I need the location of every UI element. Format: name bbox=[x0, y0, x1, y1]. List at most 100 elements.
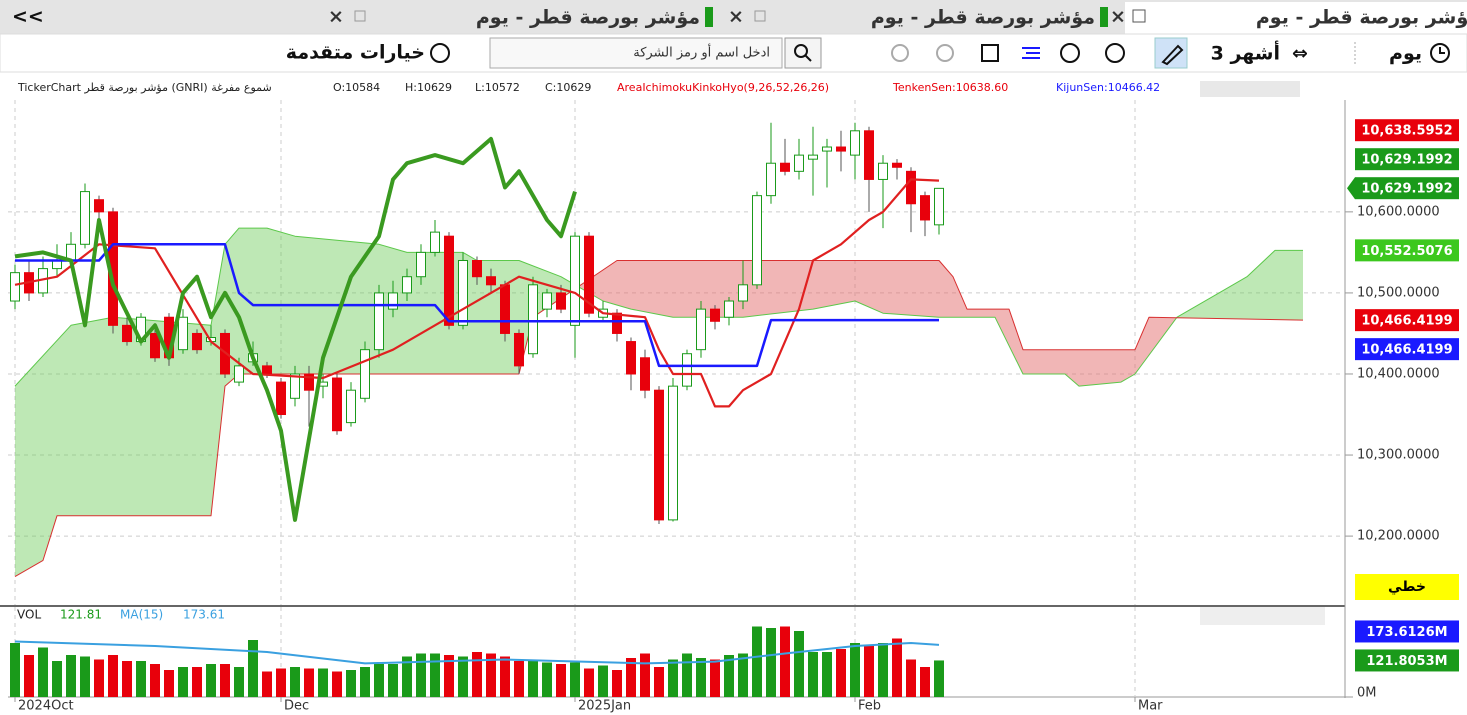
cloud-fill bbox=[323, 238, 337, 374]
cloud-fill bbox=[169, 321, 183, 516]
find-icon[interactable] bbox=[981, 44, 999, 62]
candle-body bbox=[332, 377, 342, 432]
senkou-a bbox=[14, 227, 1303, 387]
x-tick-label: 2024Oct bbox=[18, 699, 74, 714]
candle-body bbox=[444, 235, 454, 326]
candle-body bbox=[514, 332, 524, 367]
candle-body bbox=[668, 385, 678, 521]
clock-icon[interactable] bbox=[1430, 43, 1450, 63]
gear-icon[interactable] bbox=[430, 43, 450, 63]
period-button[interactable]: يوم bbox=[1389, 43, 1422, 65]
candle-body bbox=[374, 292, 384, 351]
info-item: C:10629 bbox=[545, 81, 591, 94]
volume-bar bbox=[38, 647, 48, 697]
y-tick-label: 10,600.0000 bbox=[1357, 204, 1440, 219]
candle-body bbox=[10, 272, 20, 302]
range-button[interactable]: 3 أشهر bbox=[1211, 41, 1280, 65]
tab-restore[interactable] bbox=[1132, 9, 1146, 23]
cloud-fill bbox=[771, 260, 785, 314]
candle-body bbox=[80, 191, 90, 245]
search-button[interactable] bbox=[784, 37, 822, 69]
tab-title[interactable]: مؤشر بورصة قطر - يوم bbox=[476, 7, 700, 29]
panel-icons bbox=[1200, 81, 1325, 625]
undo-icon[interactable] bbox=[891, 44, 909, 62]
candle-body bbox=[766, 162, 776, 197]
ma-name: MA(15) bbox=[120, 608, 163, 622]
volume-bar bbox=[808, 652, 818, 697]
cloud-fill bbox=[1051, 349, 1065, 374]
volume-bar bbox=[262, 671, 272, 697]
indicator-line bbox=[14, 136, 577, 522]
cloud-fill bbox=[1009, 309, 1023, 374]
info-item: AreaIchimokuKinkoHyo(9,26,52,26,26) bbox=[617, 81, 829, 94]
x-tick-label: Feb bbox=[858, 699, 881, 714]
panel-tools[interactable] bbox=[1200, 607, 1325, 625]
volume-bar bbox=[290, 667, 300, 697]
candle-body bbox=[262, 365, 272, 375]
volume-bar bbox=[486, 653, 496, 697]
volume-ma bbox=[14, 640, 940, 665]
cloud-fill bbox=[953, 276, 967, 318]
price-label-box bbox=[1355, 338, 1459, 361]
volume-bar bbox=[80, 656, 90, 697]
cloud-fill bbox=[855, 260, 869, 308]
volume-bar bbox=[766, 628, 776, 697]
tab-title[interactable]: مؤشر بورصة قطر - يوم bbox=[871, 7, 1095, 29]
candle-body bbox=[290, 373, 300, 399]
search-input[interactable] bbox=[489, 37, 783, 69]
cloud-fill bbox=[337, 240, 351, 374]
price-label-box bbox=[1355, 148, 1459, 171]
cloud-fill bbox=[673, 260, 687, 318]
info-item: H:10629 bbox=[405, 81, 452, 94]
senkou-b bbox=[14, 260, 1304, 578]
options-button[interactable]: خيارات متقدمة bbox=[286, 42, 425, 64]
scale-mode-box[interactable] bbox=[1355, 574, 1459, 600]
tab-close[interactable]: × bbox=[1110, 6, 1126, 28]
y-tick-label: 10,300.0000 bbox=[1357, 448, 1440, 463]
candle-body bbox=[234, 365, 244, 383]
indicator-icon[interactable] bbox=[1105, 43, 1125, 63]
cloud-fill bbox=[841, 260, 855, 304]
y-tick-label: 10,500.0000 bbox=[1357, 285, 1440, 300]
tab-marker bbox=[1100, 7, 1108, 27]
volume-bar bbox=[164, 670, 174, 697]
volume-bar bbox=[108, 655, 118, 697]
layers-icon[interactable] bbox=[1022, 47, 1040, 59]
panel-tools[interactable] bbox=[1200, 81, 1300, 97]
cloud-fill bbox=[911, 260, 925, 317]
cloud-fill bbox=[939, 260, 953, 318]
volume-bar bbox=[94, 659, 104, 697]
cloud-fill bbox=[1093, 349, 1107, 385]
volume-bar bbox=[612, 670, 622, 697]
tab-restore[interactable] bbox=[354, 10, 366, 22]
active-tab[interactable] bbox=[1125, 2, 1467, 34]
indicator-line bbox=[14, 178, 940, 408]
candle-body bbox=[458, 259, 468, 326]
cloud-fill bbox=[1219, 284, 1233, 319]
volume-bar bbox=[906, 659, 916, 697]
candle-body bbox=[612, 312, 622, 334]
tab-close[interactable]: × bbox=[728, 6, 744, 28]
alert-icon[interactable] bbox=[1060, 43, 1080, 63]
tab-close[interactable]: × bbox=[328, 6, 344, 28]
tab-restore[interactable] bbox=[754, 10, 766, 22]
volume-bar bbox=[682, 653, 692, 697]
redo-icon[interactable] bbox=[936, 44, 954, 62]
cloud-fill bbox=[421, 252, 435, 374]
info-item: KijunSen:10466.42 bbox=[1056, 81, 1160, 94]
ma-last: 173.61 bbox=[183, 608, 225, 622]
clock-hands bbox=[1439, 47, 1445, 54]
range-icon[interactable]: ⇔ bbox=[1292, 43, 1308, 65]
volume-bar bbox=[892, 638, 902, 697]
volume-bar bbox=[430, 653, 440, 697]
cloud-fill bbox=[1261, 250, 1275, 320]
collapse-button[interactable]: << bbox=[12, 6, 44, 28]
volume-bar bbox=[206, 664, 216, 697]
candle-body bbox=[486, 276, 496, 286]
cloud-fill bbox=[603, 260, 617, 306]
x-tick-label: Mar bbox=[1138, 699, 1163, 714]
tab-title[interactable]: مؤشر بورصة قطر - يوم bbox=[1256, 7, 1467, 29]
scale-mode[interactable]: خطي bbox=[1388, 579, 1426, 595]
cloud-fill bbox=[197, 324, 211, 516]
price-label: 10,629.1992 bbox=[1361, 153, 1452, 168]
